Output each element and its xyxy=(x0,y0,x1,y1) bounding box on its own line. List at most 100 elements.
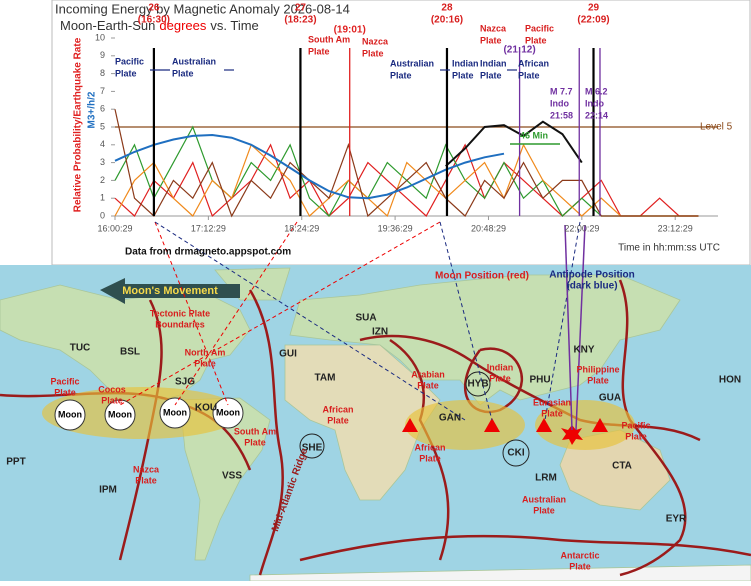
map-label: Moon xyxy=(216,407,240,417)
series-line xyxy=(114,133,505,200)
map-label: GUA xyxy=(599,393,621,404)
marker-sublabel: (20:16) xyxy=(431,15,463,26)
x-tick-label: 22:00:29 xyxy=(564,223,599,233)
annotation: African xyxy=(518,58,549,68)
annotation: Australian xyxy=(390,58,434,68)
map-label: Philippine xyxy=(576,364,619,374)
x-tick-label: 20:48:29 xyxy=(471,223,506,233)
map-label: Plate xyxy=(101,395,123,405)
map-label: African xyxy=(414,442,445,452)
x-tick-label: 17:12:29 xyxy=(191,223,226,233)
moon-circle xyxy=(54,399,86,431)
annotation: Indian xyxy=(452,58,479,68)
antipode-zone xyxy=(535,400,635,450)
map-label: Plate xyxy=(587,375,609,385)
land xyxy=(249,564,751,582)
y-tick-label: 10 xyxy=(95,32,105,42)
station-ring xyxy=(502,439,530,467)
station-ring xyxy=(465,371,491,397)
annotation: Plate xyxy=(518,70,540,80)
map xyxy=(0,221,751,582)
map-label: BSL xyxy=(120,347,140,358)
map-label: CTA xyxy=(612,461,632,472)
y-tick-label: 5 xyxy=(100,121,105,131)
annotation: Indo xyxy=(585,98,604,108)
map-label: Arabian xyxy=(411,369,445,379)
map-label: Moon's Movement xyxy=(122,285,218,297)
map-label: Tectonic Plate xyxy=(150,308,210,318)
subtitle-part: degrees xyxy=(159,18,206,33)
annotation: Nazca xyxy=(480,23,507,33)
annotation: Pacific xyxy=(115,56,144,66)
annotation: Plate xyxy=(525,35,547,45)
plate-boundary xyxy=(299,534,751,562)
map-label: KOU xyxy=(195,403,217,414)
map-label: Plate xyxy=(194,358,216,368)
map-label: Antarctic xyxy=(560,550,599,560)
annotation: Indian xyxy=(480,58,507,68)
level-label: Level 5 xyxy=(700,122,733,133)
x-tick-label: 16:00:29 xyxy=(97,223,132,233)
annotation: 21:58 xyxy=(550,110,573,120)
map-label: Eurasian xyxy=(533,397,571,407)
marker-label: 26 xyxy=(148,3,160,14)
map-label: PHU xyxy=(529,375,550,386)
x-tick-label: 23:12:29 xyxy=(658,223,693,233)
subtitle-part: Moon-Earth-Sun xyxy=(60,18,155,33)
y-axis-label: Relative Probability/Earthquake Rate xyxy=(73,37,84,212)
y-tick-label: 7 xyxy=(100,86,105,96)
moon-circle xyxy=(212,397,244,429)
y-tick-label: 8 xyxy=(100,68,105,78)
annotation: Plate xyxy=(308,46,330,56)
moon-circle xyxy=(159,397,191,429)
map-label: Moon xyxy=(108,409,132,419)
annotation: Plate xyxy=(480,70,502,80)
annotation: 22:14 xyxy=(585,110,608,120)
series-line xyxy=(114,143,699,218)
marker-label: (19:01) xyxy=(334,25,366,36)
marker-sublabel: (18:23) xyxy=(284,15,316,26)
y-axis-label: M3+/h/2 xyxy=(87,91,98,128)
link-line xyxy=(544,221,581,421)
map-label: Moon xyxy=(58,409,82,419)
map-label: Pacific xyxy=(621,420,650,430)
moon-zone xyxy=(42,387,242,439)
map-label: VSS xyxy=(222,471,242,482)
map-label: Plate xyxy=(417,380,439,390)
marker-sublabel: (16:30) xyxy=(138,15,170,26)
annotation: Nazca xyxy=(362,36,389,46)
map-label: Moon xyxy=(163,407,187,417)
map-label: Plate xyxy=(489,373,511,383)
antipode-zone xyxy=(405,400,525,450)
x-axis-label: Time in hh:mm:ss UTC xyxy=(618,243,720,254)
annotation: M 7.7 xyxy=(550,86,573,96)
annotation: M 6.2 xyxy=(585,86,608,96)
map-label: SUA xyxy=(355,313,376,324)
map-label: Pacific xyxy=(50,376,79,386)
map-label: LRM xyxy=(535,473,557,484)
map-label: Plate xyxy=(419,453,441,463)
map-label: SJG xyxy=(175,377,195,388)
annotation: Australian xyxy=(172,56,216,66)
link-line xyxy=(154,221,229,406)
map-label: Nazca xyxy=(133,464,160,474)
map-label: Boundaries xyxy=(155,319,205,329)
y-tick-label: 1 xyxy=(100,193,105,203)
x-tick-label: 18:24:29 xyxy=(284,223,319,233)
annotation: Plate xyxy=(172,68,194,78)
marker-label: 27 xyxy=(295,3,307,14)
volcano xyxy=(592,418,608,432)
y-tick-label: 2 xyxy=(100,175,105,185)
annotation: Plate xyxy=(115,68,137,78)
series-line xyxy=(114,143,699,218)
moon-circle xyxy=(104,399,136,431)
map-label: SHE xyxy=(302,443,323,454)
map-label: GUI xyxy=(279,349,297,360)
map-label: IPM xyxy=(99,485,117,496)
map-label: Plate xyxy=(533,505,555,515)
map-label: South Am xyxy=(234,426,276,436)
annotation: Plate xyxy=(390,70,412,80)
map-label: EYR xyxy=(666,514,687,525)
volcano xyxy=(536,418,552,432)
